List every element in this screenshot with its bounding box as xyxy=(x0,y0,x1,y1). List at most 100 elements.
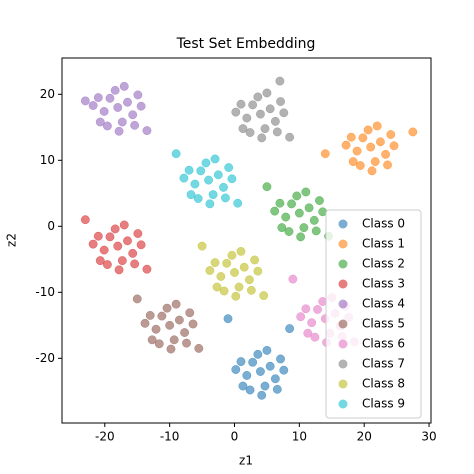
x-tick-label: 30 xyxy=(421,430,436,444)
point xyxy=(136,101,146,111)
point xyxy=(270,206,280,216)
point xyxy=(102,121,112,131)
point xyxy=(272,127,282,137)
legend-marker xyxy=(338,299,348,309)
point xyxy=(231,365,241,374)
point xyxy=(110,85,120,95)
legend-marker xyxy=(338,219,348,229)
series-points xyxy=(132,294,204,354)
point xyxy=(262,88,272,98)
point xyxy=(260,381,270,391)
point xyxy=(275,76,285,86)
point xyxy=(213,170,223,180)
point xyxy=(80,215,90,225)
point xyxy=(270,374,280,384)
point xyxy=(372,121,382,131)
point xyxy=(301,304,311,314)
point xyxy=(184,165,194,175)
point xyxy=(381,149,391,159)
chart-title: Test Set Embedding xyxy=(176,36,316,52)
legend-marker xyxy=(338,319,348,329)
point xyxy=(95,256,105,266)
point xyxy=(114,265,124,275)
point xyxy=(389,141,399,151)
point xyxy=(179,173,189,183)
point xyxy=(348,157,358,167)
series-points xyxy=(80,215,152,275)
point xyxy=(285,132,295,142)
point xyxy=(102,260,112,270)
point xyxy=(244,275,254,285)
y-tick-label: 0 xyxy=(47,219,55,233)
point xyxy=(303,328,313,338)
point xyxy=(133,90,143,100)
point xyxy=(133,229,143,239)
point xyxy=(257,133,267,143)
point xyxy=(123,97,132,107)
point xyxy=(257,390,267,400)
point xyxy=(142,264,152,274)
legend-label: Class 2 xyxy=(362,257,405,271)
point xyxy=(296,232,306,242)
point xyxy=(123,236,132,246)
x-tick-label: 0 xyxy=(231,430,239,444)
point xyxy=(259,291,269,301)
point xyxy=(234,282,244,292)
point xyxy=(145,310,155,320)
legend-label: Class 0 xyxy=(362,217,405,231)
point xyxy=(119,81,129,91)
point xyxy=(165,320,175,330)
series-points xyxy=(171,149,243,209)
point xyxy=(358,133,368,143)
point xyxy=(210,258,220,268)
legend-label: Class 1 xyxy=(362,237,405,251)
point xyxy=(253,266,263,276)
point xyxy=(193,194,203,204)
point xyxy=(227,174,237,184)
point xyxy=(93,93,103,103)
point xyxy=(186,190,196,200)
point xyxy=(320,149,330,159)
legend-marker xyxy=(338,259,348,269)
point xyxy=(287,199,297,209)
point xyxy=(223,314,233,324)
point xyxy=(292,191,302,201)
point xyxy=(130,259,140,269)
point xyxy=(315,196,324,206)
point xyxy=(142,126,152,136)
point xyxy=(210,154,220,164)
legend-marker xyxy=(338,379,348,389)
point xyxy=(253,349,263,359)
legend-marker xyxy=(338,359,348,369)
point xyxy=(236,99,246,109)
y-tick-label: -10 xyxy=(35,285,55,299)
legend-label: Class 6 xyxy=(362,337,405,351)
point xyxy=(245,385,255,395)
legend-box xyxy=(325,209,422,419)
point xyxy=(147,335,157,345)
point xyxy=(204,175,214,185)
point xyxy=(208,190,218,200)
point xyxy=(272,384,282,394)
legend-label: Class 4 xyxy=(362,297,405,311)
point xyxy=(253,92,263,102)
point xyxy=(216,272,226,281)
point xyxy=(277,223,287,233)
point xyxy=(248,100,258,110)
point xyxy=(119,220,129,230)
point xyxy=(238,124,248,134)
series-points xyxy=(320,121,418,176)
point xyxy=(180,328,190,338)
point xyxy=(307,318,317,328)
point xyxy=(408,127,418,137)
point xyxy=(262,345,272,355)
x-tick-label: -20 xyxy=(95,430,115,444)
x-axis-label: z1 xyxy=(239,454,253,468)
point xyxy=(255,109,265,119)
series-points xyxy=(262,182,333,242)
point xyxy=(162,303,172,313)
legend-label: Class 7 xyxy=(362,357,405,371)
point xyxy=(130,120,140,130)
point xyxy=(245,128,255,138)
